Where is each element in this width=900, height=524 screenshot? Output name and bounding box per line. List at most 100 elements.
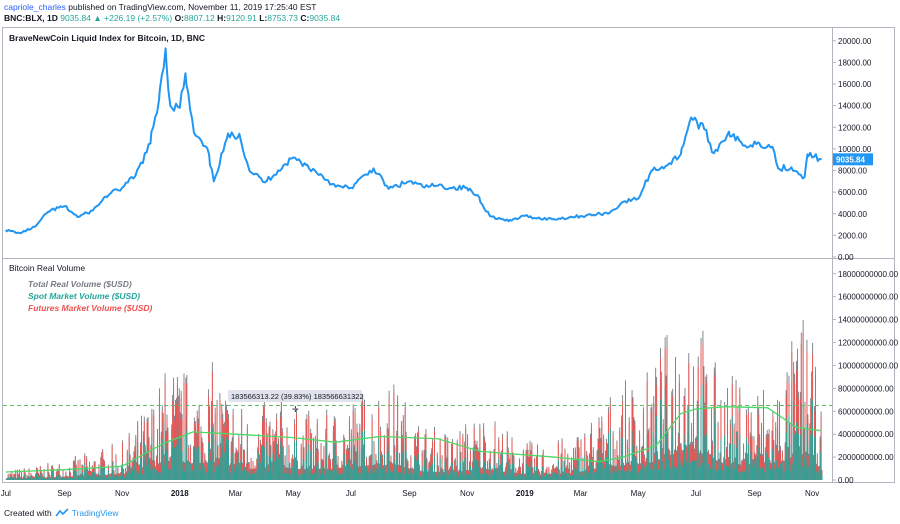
volume-bar-spot	[781, 461, 783, 480]
volume-bar-spot	[113, 475, 115, 480]
volume-bar-spot	[383, 454, 385, 480]
volume-bar-spot	[582, 467, 584, 480]
volume-bar-futures	[102, 451, 104, 480]
volume-bar-spot	[650, 445, 652, 480]
volume-bar-spot	[648, 451, 650, 480]
volume-bar-spot	[371, 440, 373, 480]
price-axis-label: 10000.00	[838, 145, 872, 154]
volume-bar-futures	[210, 407, 212, 480]
volume-bar-spot	[760, 468, 762, 480]
volume-bar-spot	[800, 402, 802, 480]
volume-axis-label: 0.00	[838, 476, 854, 485]
volume-bar-spot	[417, 456, 418, 480]
volume-bar-spot	[404, 435, 406, 480]
volume-bar-futures	[674, 452, 676, 480]
volume-bar-spot	[672, 427, 674, 480]
volume-bar-spot	[265, 441, 267, 480]
volume-bar-futures	[187, 461, 189, 480]
volume-bar-futures	[191, 464, 193, 480]
volume-bar-spot	[738, 472, 740, 480]
volume-bar-spot	[543, 475, 545, 480]
volume-bar-futures	[330, 460, 331, 480]
volume-bar-spot	[39, 472, 41, 480]
volume-bar-spot	[57, 475, 59, 480]
volume-bar-spot	[362, 431, 364, 480]
volume-bar-spot	[195, 448, 197, 480]
volume-bar-futures	[31, 475, 33, 480]
volume-bar-futures	[87, 467, 89, 480]
volume-bar-spot	[535, 474, 537, 480]
volume-bar-spot	[335, 455, 337, 480]
volume-bar-spot	[299, 474, 301, 480]
volume-bar-spot	[518, 474, 520, 480]
volume-bar-futures	[586, 453, 588, 480]
volume-bar-futures	[561, 441, 563, 480]
volume-bar-spot	[741, 468, 743, 480]
volume-bar-spot	[125, 474, 127, 480]
volume-bar-spot	[12, 478, 14, 480]
volume-bar-spot	[186, 430, 188, 480]
volume-bar-futures	[465, 428, 467, 480]
volume-bar-spot	[342, 472, 344, 480]
price-axis-label: 12000.00	[838, 123, 872, 132]
volume-bar-spot	[498, 458, 500, 480]
volume-bar-futures	[590, 437, 591, 480]
volume-bar-futures	[726, 449, 728, 480]
volume-bar-spot	[449, 473, 451, 480]
volume-bar-spot	[591, 465, 593, 480]
volume-bar-spot	[802, 406, 804, 480]
volume-bar-spot	[194, 450, 196, 480]
volume-bar-spot	[266, 454, 268, 480]
volume-bar-spot	[761, 443, 763, 480]
volume-bar-spot	[515, 472, 517, 480]
volume-bar-spot	[758, 447, 760, 480]
volume-axis-label: 4000000000.00	[838, 430, 894, 439]
volume-bar-spot	[663, 468, 665, 480]
volume-bar-futures	[711, 413, 712, 480]
volume-bar-spot	[308, 444, 310, 480]
volume-bar-spot	[403, 473, 405, 480]
volume-bar-spot	[86, 469, 88, 480]
volume-bar-spot	[497, 474, 499, 480]
volume-bar-spot	[681, 467, 683, 480]
volume-bar-spot	[558, 475, 560, 480]
volume-bar-spot	[673, 464, 675, 480]
volume-bar-futures	[225, 406, 227, 480]
volume-bar-futures	[710, 456, 711, 480]
volume-bar-spot	[188, 461, 190, 480]
volume-bar-spot	[562, 474, 564, 480]
volume-bar-spot	[386, 447, 388, 480]
volume-bar-spot	[28, 475, 30, 480]
volume-bar-spot	[254, 473, 256, 480]
volume-bar-futures	[228, 466, 230, 480]
volume-bar-spot	[244, 474, 246, 480]
volume-bar-futures	[783, 462, 785, 480]
volume-bar-spot	[92, 473, 94, 480]
volume-bar-spot	[319, 474, 321, 480]
volume-bar-spot	[633, 444, 635, 480]
volume-bar-spot	[303, 460, 305, 480]
volume-bar-spot	[160, 460, 162, 480]
volume-bar-futures	[153, 415, 155, 480]
volume-bar-spot	[53, 474, 54, 480]
volume-bar-spot	[96, 476, 98, 480]
volume-bar-futures	[315, 450, 317, 480]
volume-bar-futures	[527, 452, 529, 480]
volume-bar-spot	[168, 469, 170, 480]
volume-bar-spot	[542, 466, 544, 480]
volume-bar-spot	[309, 472, 311, 480]
volume-bar-spot	[316, 440, 318, 480]
tradingview-link[interactable]: TradingView	[71, 508, 119, 518]
author-link[interactable]: capriole_charles	[4, 2, 66, 12]
volume-bar-spot	[686, 459, 688, 480]
volume-bar-spot	[748, 472, 750, 480]
volume-bar-spot	[54, 478, 55, 480]
volume-bar-spot	[343, 453, 345, 480]
volume-bar-spot	[356, 446, 358, 480]
volume-bar-futures	[122, 443, 124, 480]
volume-bar-futures	[323, 448, 325, 480]
volume-bar-spot	[419, 475, 421, 480]
volume-bar-spot	[574, 465, 576, 480]
volume-bar-spot	[759, 452, 761, 480]
